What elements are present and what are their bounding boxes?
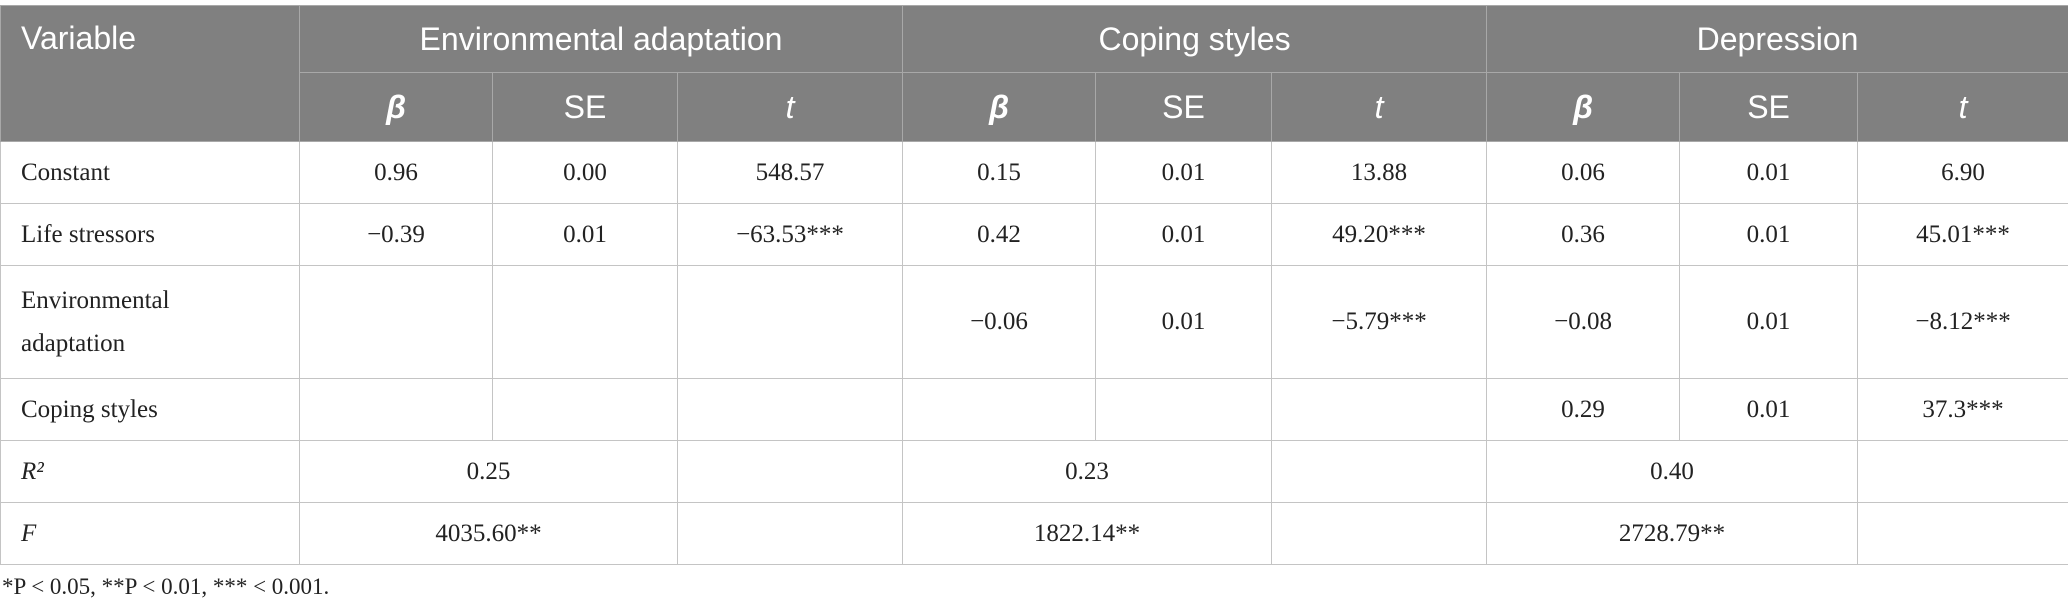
- cell: 13.88: [1271, 141, 1488, 204]
- cell: −5.79***: [1271, 265, 1488, 379]
- cell: 0.96: [299, 141, 493, 204]
- empty-cell: [676, 440, 904, 503]
- cell: 0.01: [1095, 203, 1273, 266]
- cell: 0.36: [1486, 203, 1681, 266]
- row-label: Coping styles: [0, 378, 300, 441]
- row-label: Constant: [0, 141, 300, 204]
- subheader: SE: [492, 72, 678, 142]
- empty-cell: [676, 265, 904, 379]
- empty-cell: [1857, 440, 2068, 503]
- empty-cell: [1095, 378, 1273, 441]
- cell: 45.01***: [1857, 203, 2068, 266]
- empty-cell: [1857, 502, 2068, 565]
- subheader: t: [1857, 72, 2068, 142]
- empty-cell: [1271, 502, 1488, 565]
- row-label: Life stressors: [0, 203, 300, 266]
- subheader: β: [1486, 72, 1681, 142]
- subheader: t: [676, 72, 904, 142]
- cell: 0.40: [1486, 440, 1859, 503]
- group-header: Environmental adaptation: [298, 5, 904, 73]
- subheader: SE: [1679, 72, 1859, 142]
- empty-cell: [902, 378, 1097, 441]
- cell: 0.23: [902, 440, 1273, 503]
- cell: 4035.60**: [299, 502, 678, 565]
- data-row: Coping styles 0.29 0.01 37.3***: [0, 378, 2068, 441]
- subheader: β: [299, 72, 493, 142]
- empty-cell: [676, 502, 904, 565]
- subheader: SE: [1095, 72, 1273, 142]
- cell: 37.3***: [1857, 378, 2068, 441]
- corner-header: Variable: [0, 5, 300, 142]
- empty-cell: [1271, 440, 1488, 503]
- cell: 0.06: [1486, 141, 1681, 204]
- row-label: Environmental adaptation: [0, 265, 300, 379]
- data-row: Environmental adaptation −0.06 0.01 −5.79**…: [0, 265, 2068, 379]
- regression-table: Variable Environmental adaptation Coping s…: [0, 5, 2068, 565]
- cell: 0.42: [902, 203, 1097, 266]
- footnote: *P < 0.05, **P < 0.01, *** < 0.001.: [2, 574, 330, 599]
- cell: 1822.14**: [902, 502, 1273, 565]
- empty-cell: [1271, 378, 1488, 441]
- data-row: Life stressors −0.39 0.01 −63.53*** 0.42 0.01…: [0, 203, 2068, 266]
- empty-cell: [492, 265, 678, 379]
- cell: 0.01: [1679, 378, 1859, 441]
- empty-cell: [299, 378, 493, 441]
- row-label: F: [0, 502, 300, 565]
- cell: −63.53***: [676, 203, 904, 266]
- data-row: Constant 0.96 0.00 548.57 0.15 0.01 13.88 0.06 0…: [0, 141, 2068, 204]
- cell: 0.01: [492, 203, 678, 266]
- group-header: Depression: [1486, 5, 2068, 73]
- empty-cell: [676, 378, 904, 441]
- summary-row: F 4035.60** 1822.14** 2728.79**: [0, 502, 2068, 565]
- cell: 2728.79**: [1486, 502, 1859, 565]
- subheader: β: [902, 72, 1097, 142]
- subheader: t: [1271, 72, 1488, 142]
- empty-cell: [492, 378, 678, 441]
- row-label: R²: [0, 440, 300, 503]
- cell: −0.39: [299, 203, 493, 266]
- cell: −0.08: [1486, 265, 1681, 379]
- cell: −0.06: [902, 265, 1097, 379]
- cell: 0.29: [1486, 378, 1681, 441]
- cell: 0.01: [1095, 141, 1273, 204]
- cell: 0.01: [1679, 265, 1859, 379]
- subheader-row: β SE t β SE t β SE t: [1, 72, 2068, 142]
- empty-cell: [299, 265, 493, 379]
- table-body: Constant 0.96 0.00 548.57 0.15 0.01 13.88 0.06 0…: [0, 141, 2068, 565]
- cell: 6.90: [1857, 141, 2068, 204]
- table-wrap: Variable Environmental adaptation Coping s…: [0, 5, 2068, 565]
- group-header: Coping styles: [902, 5, 1488, 73]
- cell: 49.20***: [1271, 203, 1488, 266]
- cell: 0.01: [1679, 141, 1859, 204]
- cell: 0.25: [299, 440, 678, 503]
- cell: −8.12***: [1857, 265, 2068, 379]
- table-head: Variable Environmental adaptation Coping s…: [0, 5, 2068, 142]
- cell: 0.01: [1679, 203, 1859, 266]
- summary-row: R² 0.25 0.23 0.40: [0, 440, 2068, 503]
- cell: 0.01: [1095, 265, 1273, 379]
- cell: 0.00: [492, 141, 678, 204]
- cell: 0.15: [902, 141, 1097, 204]
- header-row: Variable Environmental adaptation Coping s…: [0, 5, 2068, 142]
- cell: 548.57: [676, 141, 904, 204]
